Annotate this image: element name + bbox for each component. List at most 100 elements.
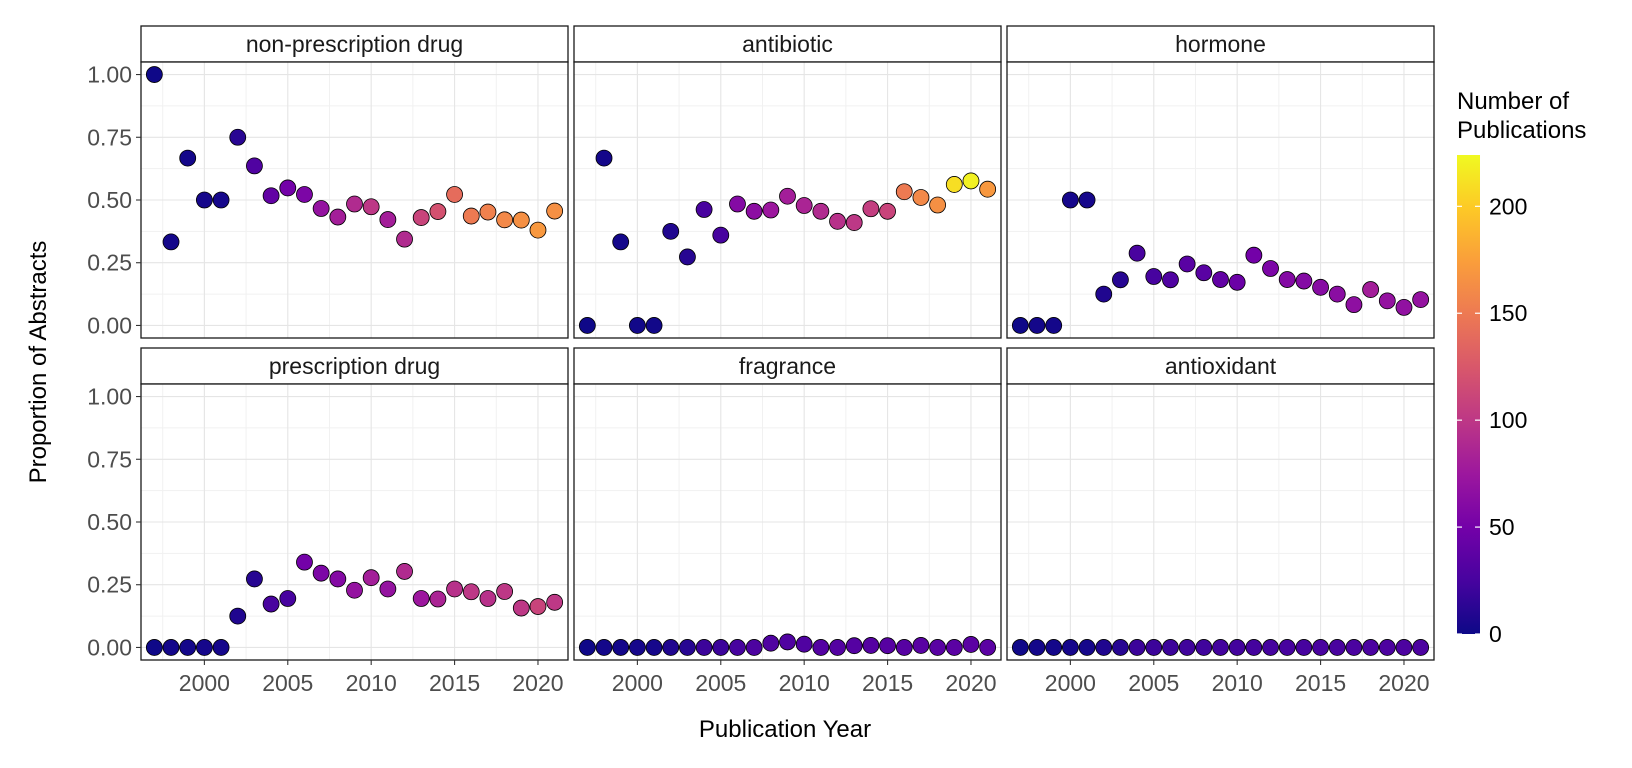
data-point (479, 590, 497, 607)
data-point (745, 639, 763, 656)
data-point (296, 186, 313, 203)
y-tick-label: 0.50 (87, 509, 132, 535)
data-point (879, 637, 896, 655)
facet-strip (573, 25, 1002, 63)
data-point (262, 595, 280, 613)
data-point (1345, 296, 1363, 314)
data-point (962, 172, 980, 190)
data-point (279, 179, 297, 197)
data-point (662, 639, 680, 656)
facet-strip-label: antibiotic (742, 31, 833, 57)
facet-strip-label: antioxidant (1165, 353, 1277, 379)
facet-fragrance: fragrance (573, 347, 1002, 661)
major-gridlines (574, 62, 1001, 338)
data-points (1011, 191, 1430, 334)
data-point (1262, 260, 1279, 277)
legend-title-line1: Number of (1457, 88, 1569, 115)
y-tick-label: 0.50 (87, 187, 132, 213)
data-point (712, 226, 730, 244)
data-point (312, 200, 330, 217)
x-axis-title: Publication Year (699, 716, 871, 743)
data-point (212, 639, 230, 656)
data-point (645, 639, 663, 656)
data-point (929, 196, 947, 214)
legend-tick-label: 150 (1489, 300, 1527, 326)
y-axis-tick-labels: 0.00 0.25 0.50 0.75 1.00 0.00 0.25 0.50 0.75 1.00 (87, 62, 141, 660)
data-point (595, 639, 613, 656)
data-point (1095, 285, 1113, 303)
data-point (229, 128, 247, 146)
data-point (512, 599, 530, 617)
y-tick-label: 1.00 (87, 62, 132, 88)
data-point (628, 317, 646, 334)
x-tick-label: 2015 (429, 670, 480, 696)
data-point (162, 233, 180, 251)
data-point (1212, 639, 1229, 656)
data-point (479, 203, 497, 221)
data-point (1011, 317, 1029, 334)
data-point (745, 202, 763, 220)
data-point (679, 248, 696, 266)
data-point (462, 583, 480, 601)
data-point (1228, 273, 1246, 291)
data-point (662, 222, 680, 240)
data-point (679, 639, 696, 656)
panel-border (573, 383, 1002, 661)
facet-strip (1006, 347, 1435, 385)
data-point (929, 639, 947, 656)
data-point (1228, 639, 1246, 656)
x-tick-label: 2010 (779, 670, 830, 696)
data-point (1328, 639, 1346, 656)
data-point (246, 157, 263, 175)
data-point (546, 202, 564, 220)
data-point (412, 590, 430, 607)
data-point (979, 180, 997, 198)
data-point (895, 183, 913, 201)
data-point (496, 211, 514, 229)
legend-tick-label: 0 (1489, 621, 1502, 647)
data-points (145, 553, 564, 656)
color-legend: Number of Publications 0 50 100 150 200 (1457, 88, 1586, 647)
data-point (546, 593, 564, 611)
data-point (412, 209, 430, 226)
x-tick-label: 2020 (512, 670, 563, 696)
data-point (462, 207, 480, 225)
data-point (1395, 639, 1413, 656)
y-axis-title: Proportion of Abstracts (25, 241, 52, 484)
x-tick-label: 2000 (1045, 670, 1096, 696)
data-point (845, 637, 863, 655)
data-point (346, 195, 363, 213)
data-point (628, 639, 646, 656)
data-point (1312, 639, 1329, 656)
facet-strip-label: non-prescription drug (246, 31, 463, 57)
data-point (1245, 246, 1263, 264)
data-point (262, 187, 280, 205)
data-point (379, 580, 397, 598)
data-point (945, 639, 963, 656)
y-tick-label: 0.25 (87, 572, 132, 598)
data-point (862, 637, 880, 654)
data-point (1045, 317, 1063, 334)
data-point (379, 211, 397, 228)
panel-border (573, 61, 1002, 339)
data-point (429, 590, 447, 608)
data-point (1112, 639, 1129, 656)
facet-prescription-drug: prescription drug (140, 347, 569, 661)
data-point (1145, 268, 1163, 285)
data-point (945, 176, 963, 193)
facet-antibiotic: antibiotic (573, 25, 1002, 339)
data-point (812, 202, 830, 220)
data-point (529, 221, 547, 239)
facet-non-prescription-drug: non-prescription drug (140, 25, 569, 339)
data-point (179, 149, 197, 167)
data-points (1011, 639, 1430, 656)
x-tick-label: 2005 (695, 670, 746, 696)
facet-strip-label: prescription drug (269, 353, 440, 379)
data-point (496, 583, 514, 600)
data-point (962, 636, 980, 653)
data-point (362, 569, 380, 587)
x-tick-label: 2015 (862, 670, 913, 696)
data-point (762, 634, 780, 652)
data-point (362, 198, 380, 216)
